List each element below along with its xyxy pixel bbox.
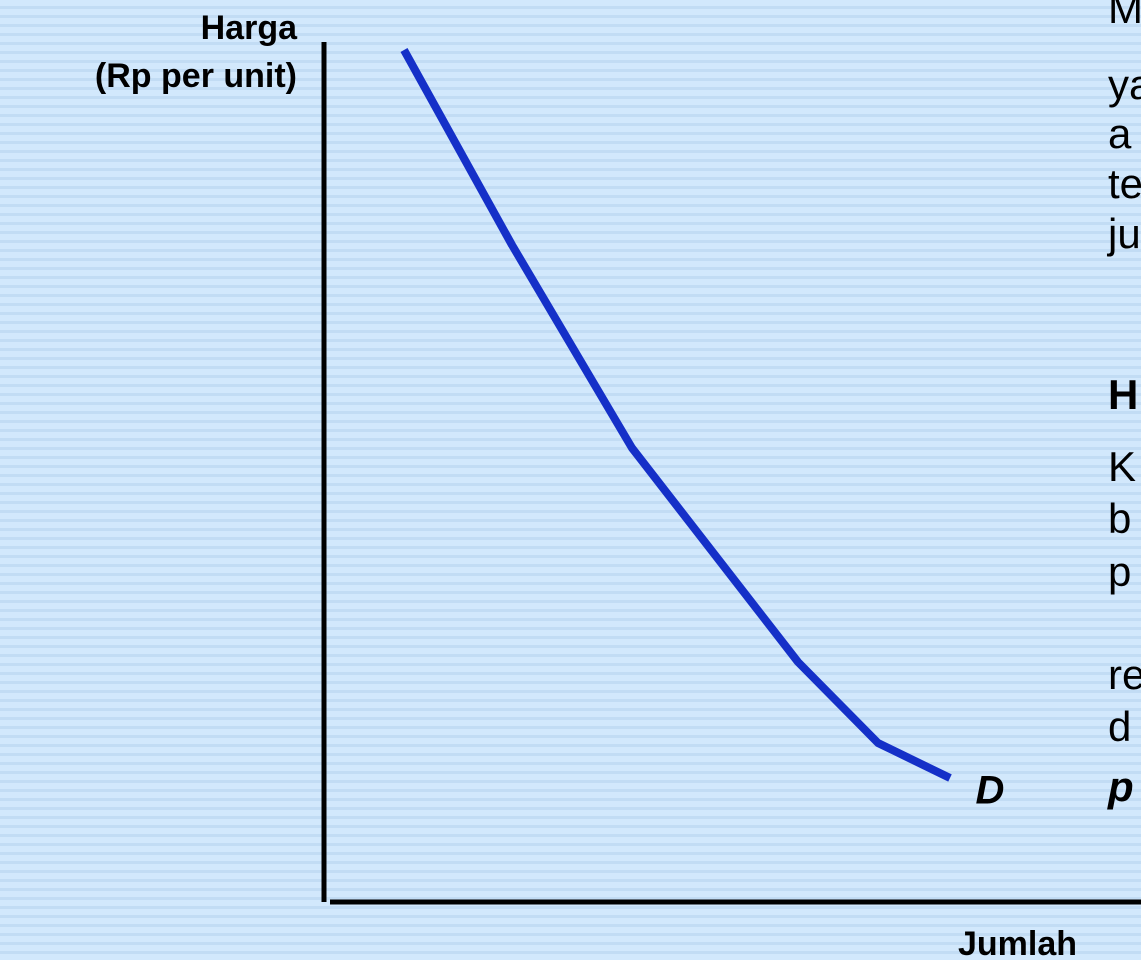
y-axis-label: Harga [201, 9, 298, 47]
x-axis-label: Jumlah [958, 925, 1077, 960]
side-heading: H [1108, 371, 1138, 418]
side-text: p [1108, 548, 1131, 595]
y-axis-label: (Rp per unit) [95, 57, 297, 95]
side-text: ju [1106, 210, 1141, 257]
side-text: b [1108, 495, 1131, 542]
side-text: K [1108, 443, 1136, 490]
side-emphasis: p [1107, 763, 1134, 810]
side-text: re [1108, 651, 1141, 698]
demand-curve [400, 48, 952, 782]
side-text: M [1108, 0, 1141, 32]
curve-label: D [976, 769, 1005, 813]
side-text: a [1108, 110, 1132, 157]
side-text: ya [1108, 61, 1141, 108]
side-text: d [1108, 703, 1131, 750]
side-text: te [1108, 160, 1141, 207]
